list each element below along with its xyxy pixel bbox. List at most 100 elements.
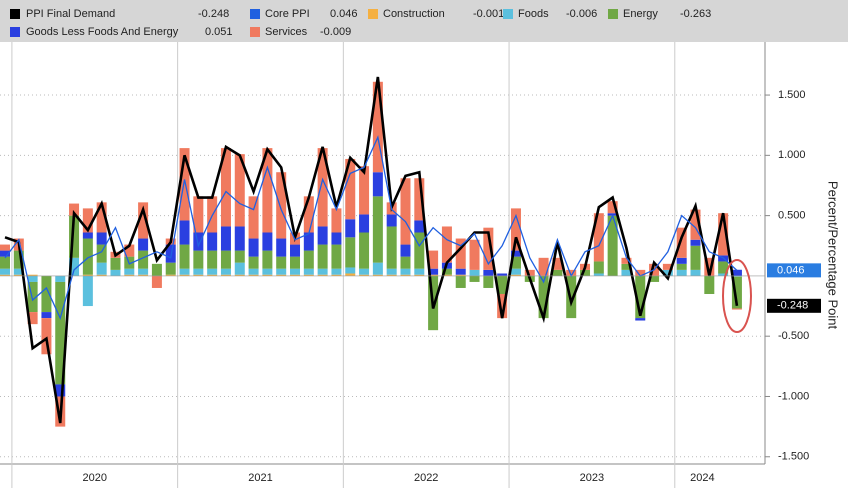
bar bbox=[441, 268, 452, 275]
bar bbox=[331, 208, 342, 233]
bar bbox=[441, 274, 452, 276]
bar bbox=[317, 226, 328, 245]
bar bbox=[220, 250, 231, 269]
bar bbox=[303, 232, 314, 251]
bar bbox=[248, 238, 259, 257]
bar bbox=[538, 257, 549, 276]
bar bbox=[207, 274, 218, 276]
bar bbox=[400, 274, 411, 276]
legend-value: -0.006 bbox=[566, 8, 597, 20]
bar bbox=[262, 232, 273, 251]
bar bbox=[690, 209, 701, 240]
bar bbox=[607, 215, 618, 276]
bar bbox=[428, 250, 439, 269]
bar bbox=[593, 261, 604, 274]
bar bbox=[372, 262, 383, 275]
bar bbox=[593, 273, 604, 276]
bar bbox=[207, 250, 218, 269]
bar bbox=[234, 250, 245, 263]
bar bbox=[718, 261, 729, 274]
bar bbox=[345, 237, 356, 268]
bar bbox=[469, 269, 480, 276]
bar bbox=[400, 178, 411, 245]
bar bbox=[676, 227, 687, 258]
legend-band bbox=[0, 0, 848, 42]
x-tick-label: 2020 bbox=[83, 472, 107, 484]
bar bbox=[372, 196, 383, 263]
bar bbox=[193, 232, 204, 251]
bar bbox=[27, 281, 38, 313]
bar bbox=[69, 257, 80, 276]
bar bbox=[276, 274, 287, 276]
legend-label: Energy bbox=[623, 8, 658, 20]
bar bbox=[414, 268, 425, 275]
legend-label: Construction bbox=[383, 8, 445, 20]
value-badge-label: 0.046 bbox=[777, 264, 805, 276]
bar bbox=[428, 274, 439, 276]
bar bbox=[317, 244, 328, 269]
bar bbox=[510, 274, 521, 276]
bar bbox=[276, 238, 287, 257]
bar bbox=[359, 214, 370, 233]
bar bbox=[82, 274, 93, 276]
legend-label: Goods Less Foods And Energy bbox=[26, 26, 179, 38]
bar bbox=[96, 232, 107, 245]
bar bbox=[676, 269, 687, 276]
bar bbox=[372, 172, 383, 197]
bar bbox=[82, 275, 93, 307]
bar bbox=[55, 281, 66, 385]
bar bbox=[27, 275, 38, 282]
bar bbox=[649, 275, 660, 282]
bar bbox=[469, 239, 480, 270]
x-tick-label: 2024 bbox=[690, 472, 714, 484]
bar bbox=[331, 268, 342, 275]
bar bbox=[69, 203, 80, 216]
bar bbox=[510, 256, 521, 269]
bar bbox=[41, 318, 52, 355]
bar bbox=[82, 238, 93, 275]
bar bbox=[138, 274, 149, 276]
bar bbox=[207, 268, 218, 275]
x-tick-label: 2022 bbox=[414, 472, 438, 484]
bar bbox=[165, 274, 176, 276]
bar bbox=[552, 269, 563, 276]
bar bbox=[303, 268, 314, 275]
bar bbox=[124, 268, 135, 275]
bar bbox=[82, 232, 93, 239]
bar bbox=[317, 268, 328, 275]
bar bbox=[165, 262, 176, 275]
bar bbox=[138, 250, 149, 269]
bar bbox=[290, 268, 301, 275]
bar bbox=[359, 274, 370, 276]
bar bbox=[400, 268, 411, 275]
legend-value: -0.248 bbox=[198, 8, 229, 20]
bar bbox=[386, 214, 397, 227]
bar bbox=[718, 213, 729, 256]
bar bbox=[151, 263, 162, 276]
bar bbox=[262, 268, 273, 275]
legend-swatch bbox=[250, 27, 260, 37]
bar bbox=[469, 275, 480, 282]
legend-label: Services bbox=[265, 26, 308, 38]
bar bbox=[690, 245, 701, 270]
bar bbox=[69, 215, 80, 258]
bar bbox=[386, 274, 397, 276]
bar bbox=[0, 268, 10, 275]
bar bbox=[497, 293, 508, 319]
bar bbox=[0, 244, 10, 251]
bar bbox=[345, 219, 356, 238]
bar bbox=[179, 148, 190, 221]
value-badge-label: -0.248 bbox=[777, 300, 808, 312]
bar bbox=[124, 274, 135, 276]
bar bbox=[662, 269, 673, 276]
legend-value: -0.009 bbox=[320, 26, 351, 38]
highlight-circle bbox=[722, 259, 752, 333]
bar bbox=[621, 269, 632, 276]
bar bbox=[55, 384, 66, 397]
bar bbox=[27, 312, 38, 325]
bar bbox=[248, 274, 259, 276]
bar bbox=[165, 244, 176, 263]
y-tick-label: 0.500 bbox=[778, 210, 806, 222]
bar bbox=[138, 202, 149, 239]
bar bbox=[193, 196, 204, 233]
